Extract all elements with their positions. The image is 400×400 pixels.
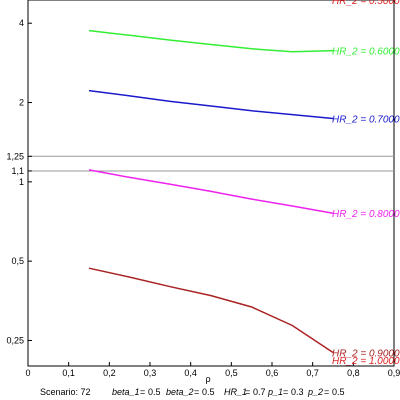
footer-beta1-eq: = [140,387,145,397]
reference-lines [28,155,394,172]
x-tick-label: 0,1 [62,368,75,378]
x-tick-label: 0,9 [388,368,400,378]
y-tick-label: 1,1 [11,166,24,176]
series-line [88,169,334,214]
footer-p2-eq: = [324,387,329,397]
footer-beta2-value: 0.5 [202,387,215,397]
x-tick-label: 0,5 [225,368,238,378]
series-line [88,29,334,53]
series-label: HR_2 = 1.0000 [332,356,400,367]
footer: Scenario: 72 beta_1 = 0.5 beta_2 = 0.5 H… [40,387,345,397]
x-tick-label: 0,8 [347,368,360,378]
footer-p1-value: 0.3 [291,387,304,397]
x-tick-label: 0,4 [184,368,197,378]
y-tick-label: 4 [19,18,24,28]
x-tick-label: 0,7 [306,368,319,378]
footer-p2-value: 0.5 [332,387,345,397]
footer-hr1-label: HR_1 [224,387,247,397]
x-tick-label: 0,2 [103,368,116,378]
series-label: HR_2 = 0.5000 [332,0,400,7]
y-tick-label: 0,25 [6,335,24,345]
x-axis-title: ρ [205,374,210,384]
series-lines [88,29,334,354]
footer-hr1-eq: = [245,387,250,397]
footer-beta2-label: beta_2 [166,387,194,397]
footer-beta1-value: 0.5 [148,387,161,397]
series-labels: HR_2 = 0.6000 HR_2 = 0.7000 HR_2 = 0.8000 H… [332,0,400,367]
series-line [88,89,334,120]
plot-frame [27,0,395,367]
series-label: HR_2 = 0.9000 [332,349,400,360]
footer-beta2-eq: = [194,387,199,397]
series-label: HR_2 = 0.8000 [332,209,400,220]
footer-hr1-value: 0.7 [253,387,266,397]
series-label: HR_2 = 0.6000 [332,47,400,58]
y-axis: 0,25 0,5 11,1 1,25 2 4 [6,18,32,345]
y-tick-label: 0,5 [11,256,24,266]
x-tick-label: 0,3 [144,368,157,378]
x-tick-label: 0 [25,368,30,378]
y-tick-label: 1 [19,177,24,187]
footer-p1-label: p_1 [267,387,283,397]
footer-beta1-label: beta_1 [112,387,140,397]
y-tick-label: 1,25 [6,151,24,161]
footer-p1-eq: = [283,387,288,397]
x-axis: 0 0,1 0,2 0,3 0,4 0,5 0,6 0,7 0,8 0,9 [25,362,400,378]
y-tick-label: 2 [19,98,24,108]
footer-p2-label: p_2 [307,387,323,397]
series-label: HR_2 = 0.7000 [332,114,400,125]
x-tick-label: 0,6 [266,368,279,378]
series-line [88,267,334,354]
footer-scenario: Scenario: 72 [40,387,91,397]
